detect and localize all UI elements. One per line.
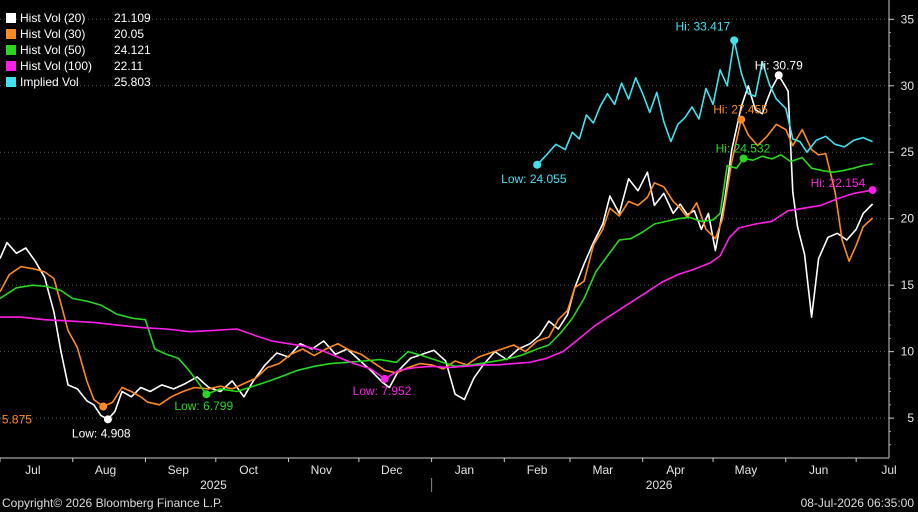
- extreme-marker: [202, 390, 211, 399]
- extreme-label: Hi: 22.154: [811, 176, 866, 190]
- extreme-label: Hi: 30.79: [755, 58, 803, 72]
- series-line-3: [0, 189, 873, 380]
- y-tick-label: 10: [901, 345, 915, 359]
- legend-swatch: [6, 45, 16, 55]
- y-tick-label: 15: [901, 278, 915, 292]
- extreme-marker: [103, 415, 112, 424]
- extreme-label: Hi: 27.455: [713, 103, 768, 117]
- legend-value: 22.11: [114, 59, 144, 73]
- legend-label: Hist Vol (50): [20, 43, 86, 57]
- legend-value: 24.121: [114, 43, 151, 57]
- extreme-marker: [99, 402, 108, 411]
- legend-value: 20.05: [114, 27, 145, 41]
- x-year-label: 2025: [200, 478, 227, 492]
- legend-label: Hist Vol (20): [20, 11, 86, 25]
- extreme-markers: Hi: 33.417 Hi: 30.79 Hi: 27.455 Hi: 24.532 H…: [0, 19, 877, 440]
- extreme-label: Hi: 33.417: [675, 19, 730, 33]
- legend: Hist Vol (20) 21.109 Hist Vol (30) 20.05…: [6, 10, 151, 90]
- series-line-0: [0, 74, 874, 421]
- legend-item-hist-vol-50[interactable]: Hist Vol (50) 24.121: [6, 42, 151, 58]
- legend-swatch: [6, 13, 16, 23]
- x-tick-label: Oct: [239, 463, 258, 477]
- x-year-label: 2026: [646, 478, 673, 492]
- y-tick-label: 25: [901, 145, 915, 159]
- x-tick-label: Jul: [881, 463, 896, 477]
- series-lines: [0, 39, 874, 421]
- extreme-label: Low: 24.055: [501, 172, 567, 186]
- extreme-label: Hi: 24.532: [716, 141, 771, 155]
- legend-value: 25.803: [114, 75, 151, 89]
- extreme-marker: [774, 71, 783, 80]
- x-tick-label: Jun: [809, 463, 828, 477]
- grid-lines: [0, 18, 889, 419]
- y-tick-label: 35: [901, 12, 915, 26]
- x-tick-label: Sep: [168, 463, 190, 477]
- x-tick-label: Feb: [527, 463, 548, 477]
- legend-swatch: [6, 29, 16, 39]
- extreme-marker: [739, 154, 748, 163]
- extreme-label: Low: 7.952: [353, 384, 412, 398]
- legend-label: Implied Vol: [20, 75, 79, 89]
- legend-item-hist-vol-30[interactable]: Hist Vol (30) 20.05: [6, 26, 151, 42]
- extreme-label: Low: 4.908: [72, 426, 131, 440]
- legend-label: Hist Vol (100): [20, 59, 93, 73]
- x-tick-label: Apr: [666, 463, 685, 477]
- legend-label: Hist Vol (30): [20, 27, 86, 41]
- extreme-marker: [737, 115, 746, 124]
- x-tick-label: Jul: [25, 463, 40, 477]
- series-line-2: [0, 154, 873, 396]
- y-tick-label: 5: [907, 411, 914, 425]
- series-line-4: [536, 39, 873, 166]
- legend-item-hist-vol-20[interactable]: Hist Vol (20) 21.109: [6, 10, 151, 26]
- legend-item-implied-vol[interactable]: Implied Vol 25.803: [6, 74, 151, 90]
- x-tick-label: Nov: [311, 463, 332, 477]
- extreme-marker: [868, 186, 877, 195]
- extreme-marker: [730, 36, 739, 45]
- legend-value: 21.109: [114, 11, 151, 25]
- legend-swatch: [6, 61, 16, 71]
- x-tick-label: May: [735, 463, 758, 477]
- y-tick-label: 20: [901, 212, 915, 226]
- extreme-marker: [533, 160, 542, 169]
- series-line-1: [0, 118, 874, 408]
- timestamp-text: 08-Jul-2026 06:35:00: [800, 496, 914, 510]
- extreme-label: Low: 6.799: [174, 399, 233, 413]
- x-tick-label: Aug: [95, 463, 116, 477]
- y-tick-label: 30: [901, 79, 915, 93]
- extreme-label: Low: 5.875: [0, 412, 32, 426]
- legend-swatch: [6, 77, 16, 87]
- x-tick-label: Mar: [592, 463, 613, 477]
- copyright-text: Copyright© 2026 Bloomberg Finance L.P.: [2, 496, 223, 510]
- extreme-marker: [380, 374, 389, 383]
- x-tick-label: Jan: [455, 463, 474, 477]
- x-tick-label: Dec: [381, 463, 402, 477]
- legend-item-hist-vol-100[interactable]: Hist Vol (100) 22.11: [6, 58, 151, 74]
